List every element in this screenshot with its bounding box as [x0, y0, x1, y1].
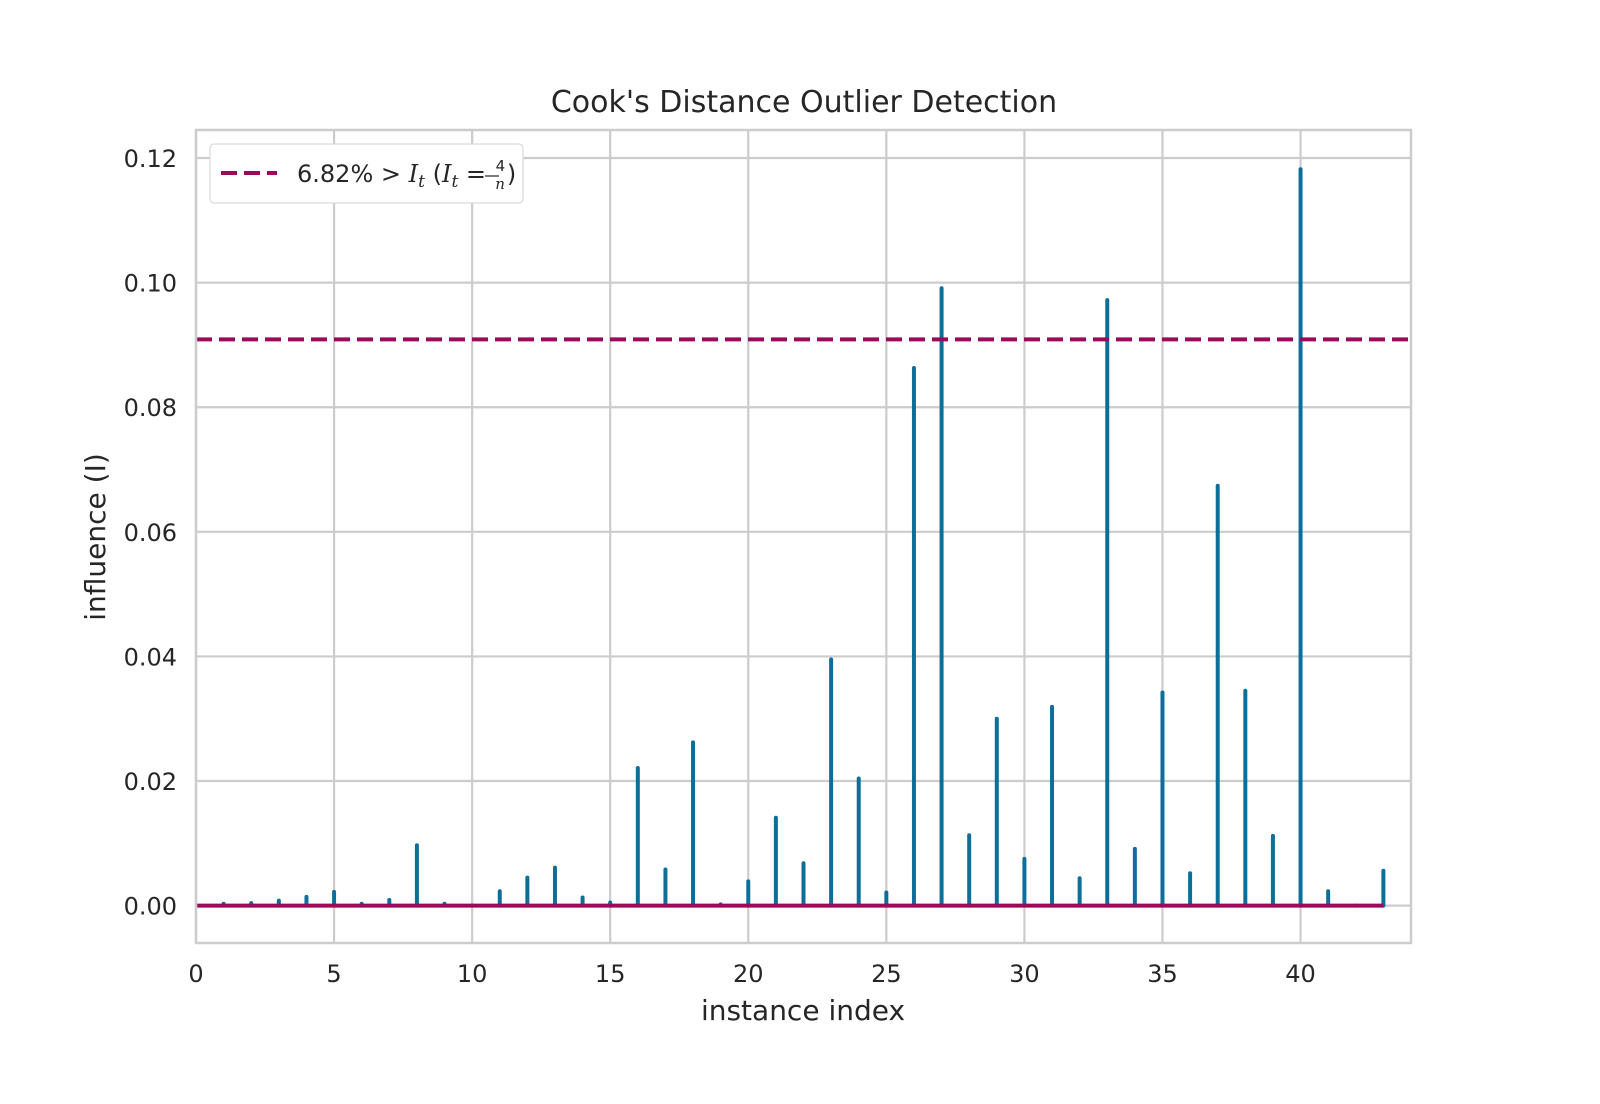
- legend-close: ): [507, 160, 516, 188]
- x-tick-labels: 0 5 10 15 20 25 30 35 40: [188, 960, 1315, 988]
- x-tick-label: 0: [188, 960, 203, 988]
- x-tick-label: 25: [871, 960, 902, 988]
- x-tick-label: 15: [595, 960, 626, 988]
- legend-t-sub-2: t: [451, 172, 458, 192]
- x-tick-label: 35: [1147, 960, 1178, 988]
- x-axis-label: instance index: [701, 994, 905, 1027]
- stems-group: [221, 167, 1386, 908]
- legend-i-2: I: [441, 160, 452, 188]
- x-tick-label: 10: [457, 960, 488, 988]
- plot-frame: [194, 128, 1413, 945]
- legend-gt: >: [373, 160, 408, 188]
- y-tick-label: 0.12: [124, 145, 177, 173]
- y-tick-label: 0.06: [124, 519, 177, 547]
- grid-lines: [194, 130, 1411, 943]
- legend-frac-den: n: [495, 175, 505, 193]
- x-tick-label: 30: [1009, 960, 1040, 988]
- legend-eq: =: [458, 160, 493, 188]
- legend-percent: 6.82%: [297, 160, 373, 188]
- x-tick-label: 20: [733, 960, 764, 988]
- legend-i: I: [408, 160, 419, 188]
- y-tick-label: 0.02: [124, 768, 177, 796]
- chart-title: Cook's Distance Outlier Detection: [551, 85, 1057, 120]
- x-tick-label: 5: [326, 960, 341, 988]
- legend: 6.82% > It (It = 4 n): [209, 143, 524, 204]
- legend-label: 6.82% > It (It = 4 n): [297, 157, 516, 193]
- reference-lines: [196, 337, 1411, 908]
- legend-open: (: [425, 160, 442, 188]
- y-tick-label: 0.10: [124, 270, 177, 298]
- legend-t-sub: t: [418, 172, 425, 192]
- y-tick-labels: 0.00 0.02 0.04 0.06 0.08 0.10 0.12: [124, 145, 177, 921]
- y-tick-label: 0.08: [124, 394, 177, 422]
- x-tick-label: 40: [1285, 960, 1316, 988]
- legend-frac-num: 4: [496, 157, 506, 175]
- y-tick-label: 0.00: [124, 893, 177, 921]
- y-tick-label: 0.04: [124, 643, 177, 671]
- y-axis-label: influence (I): [79, 453, 112, 621]
- legend-box: [209, 143, 524, 204]
